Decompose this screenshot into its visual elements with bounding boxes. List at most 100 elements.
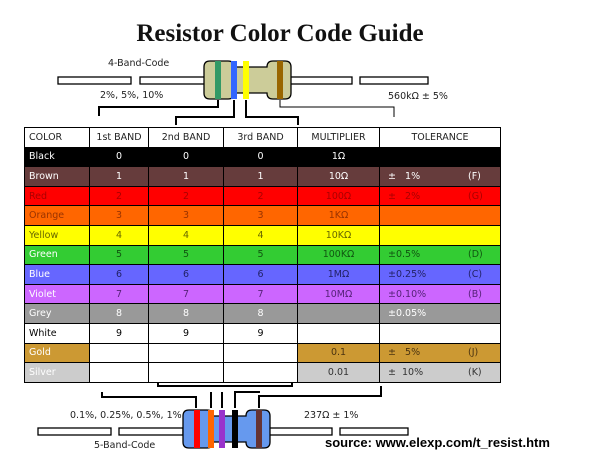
tolerance-cell: ±0.10% (B): [379, 283, 501, 305]
table-row: Yellow 4 4 4 10KΩ: [24, 224, 501, 246]
header-2nd-band: 2nd BAND: [148, 127, 224, 148]
band3-value: 9: [223, 322, 298, 344]
band2-value: 6: [148, 264, 224, 285]
table-row: Blue 6 6 6 1MΩ ±0.25% (C): [24, 264, 501, 285]
color-name: Grey: [24, 303, 90, 324]
band2-value: 1: [148, 166, 224, 187]
table-row: Red 2 2 2 100Ω ± 2% (G): [24, 185, 501, 207]
tolerance-cell: [379, 322, 501, 344]
five-band-example: 237Ω ± 1%: [304, 410, 359, 421]
multiplier-value: 0.01: [297, 362, 380, 383]
tolerance-value: ±0.25%: [388, 268, 427, 280]
band2-value: 8: [148, 303, 224, 324]
band3-value: 6: [223, 264, 298, 285]
four-band-resistor: [57, 60, 429, 125]
four-band-tolerance-range: 2%, 5%, 10%: [100, 90, 164, 101]
tolerance-cell: ±0.05%: [379, 303, 501, 324]
multiplier-value: 10Ω: [297, 166, 380, 187]
header-3rd-band: 3rd BAND: [223, 127, 298, 148]
tolerance-value: ± 5%: [388, 347, 421, 359]
band3-value: 2: [223, 185, 298, 207]
color-name: Yellow: [24, 224, 90, 246]
table-row: Silver 0.01 ± 10% (K): [24, 362, 501, 383]
band2-value: 3: [148, 205, 224, 226]
color-band: [277, 61, 283, 99]
tolerance-code: (F): [468, 170, 481, 182]
color-name: Blue: [24, 264, 90, 285]
band2-value: 4: [148, 224, 224, 246]
color-name: Black: [24, 146, 90, 168]
multiplier-value: 10MΩ: [297, 283, 380, 305]
table-row: Brown 1 1 1 10Ω ± 1% (F): [24, 166, 501, 187]
band1-value: 0: [89, 146, 149, 168]
tolerance-cell: [379, 224, 501, 246]
color-band: [215, 61, 221, 99]
tolerance-value: ±0.10%: [388, 288, 427, 300]
band2-value: 9: [148, 322, 224, 344]
lead-segment: [359, 76, 429, 85]
multiplier-value: 100KΩ: [297, 244, 380, 266]
multiplier-value: 10KΩ: [297, 224, 380, 246]
color-name: Orange: [24, 205, 90, 226]
color-code-table: COLOR 1st BAND 2nd BAND 3rd BAND MULTIPL…: [24, 127, 501, 383]
resistor-body: [182, 409, 271, 449]
five-band-label: 5-Band-Code: [94, 440, 156, 451]
tolerance-code: (G): [468, 190, 483, 202]
tolerance-value: ± 1%: [388, 170, 421, 182]
band2-value: 0: [148, 146, 224, 168]
tolerance-value: ±0.05%: [388, 308, 427, 320]
lead-segment: [57, 76, 132, 85]
band1-value: 6: [89, 264, 149, 285]
header-tolerance: TOLERANCE: [379, 127, 501, 148]
table-row: Grey 8 8 8 ±0.05%: [24, 303, 501, 324]
tolerance-code: (K): [468, 366, 482, 378]
color-name: Brown: [24, 166, 90, 187]
tolerance-cell: [379, 205, 501, 226]
tolerance-code: (C): [468, 268, 483, 280]
band2-value: [148, 362, 224, 383]
band1-value: 3: [89, 205, 149, 226]
multiplier-value: 100Ω: [297, 185, 380, 207]
tolerance-value: ±0.5%: [388, 249, 421, 261]
multiplier-value: 1Ω: [297, 146, 380, 168]
tolerance-cell: ± 10% (K): [379, 362, 501, 383]
band1-value: 9: [89, 322, 149, 344]
color-band: [219, 410, 225, 448]
table-row: Green 5 5 5 100KΩ ±0.5% (D): [24, 244, 501, 266]
table-row: White 9 9 9: [24, 322, 501, 344]
table-row: Orange 3 3 3 1KΩ: [24, 205, 501, 226]
lead-segment: [287, 76, 353, 85]
band2-value: 2: [148, 185, 224, 207]
tolerance-cell: ± 2% (G): [379, 185, 501, 207]
band3-value: 3: [223, 205, 298, 226]
header-multiplier: MULTIPLIER: [297, 127, 380, 148]
tolerance-cell: [379, 146, 501, 168]
header-1st-band: 1st BAND: [89, 127, 149, 148]
multiplier-value: [297, 322, 380, 344]
tolerance-code: (B): [468, 288, 482, 300]
band1-value: 7: [89, 283, 149, 305]
page-title: Resistor Color Code Guide: [136, 20, 424, 47]
multiplier-value: [297, 303, 380, 324]
lead-segment: [139, 76, 207, 85]
color-band: [194, 410, 200, 448]
color-band: [256, 410, 262, 448]
band3-value: [223, 362, 298, 383]
table-row: Violet 7 7 7 10MΩ ±0.10% (B): [24, 283, 501, 305]
color-name: White: [24, 322, 90, 344]
table-row: Black 0 0 0 1Ω: [24, 146, 501, 168]
color-band: [208, 410, 214, 448]
band3-value: 7: [223, 283, 298, 305]
color-name: Green: [24, 244, 90, 266]
multiplier-value: 1MΩ: [297, 264, 380, 285]
multiplier-value: 0.1: [297, 342, 380, 364]
band2-value: 5: [148, 244, 224, 266]
color-name: Red: [24, 185, 90, 207]
band3-value: [223, 342, 298, 364]
band1-value: [89, 362, 149, 383]
band3-value: 0: [223, 146, 298, 168]
band2-value: [148, 342, 224, 364]
color-name: Violet: [24, 283, 90, 305]
tolerance-cell: ±0.5% (D): [379, 244, 501, 266]
